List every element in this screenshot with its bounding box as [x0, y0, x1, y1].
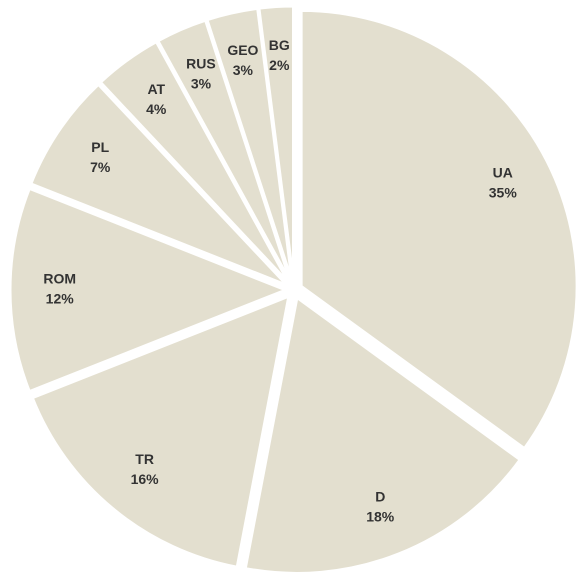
- slice-value-label: 18%: [366, 509, 395, 525]
- slice-value-label: 3%: [233, 62, 254, 78]
- slice-label: AT: [147, 81, 165, 97]
- pie-slice: [28, 82, 289, 287]
- slice-value-label: 12%: [46, 291, 75, 307]
- pie-slice: [243, 294, 523, 575]
- slice-label: ROM: [43, 271, 76, 287]
- slice-value-label: 3%: [191, 76, 212, 92]
- slice-label: PL: [91, 139, 109, 155]
- pie-slice: [155, 18, 293, 284]
- slice-value-label: 4%: [146, 101, 167, 117]
- pie-slice: [257, 4, 295, 283]
- pie-slice: [8, 186, 291, 394]
- slice-label: GEO: [227, 42, 258, 58]
- slice-label: UA: [493, 164, 513, 180]
- slice-value-label: 16%: [131, 471, 160, 487]
- pie-slice: [98, 39, 291, 285]
- slice-value-label: 7%: [90, 159, 111, 175]
- pie-slice: [299, 8, 579, 451]
- slice-label: RUS: [186, 56, 216, 72]
- slice-label: BG: [269, 37, 290, 53]
- slice-value-label: 35%: [489, 184, 518, 200]
- slice-label: TR: [135, 451, 154, 467]
- slice-label: D: [375, 489, 385, 505]
- pie-slice: [30, 293, 291, 570]
- slice-value-label: 2%: [269, 57, 290, 73]
